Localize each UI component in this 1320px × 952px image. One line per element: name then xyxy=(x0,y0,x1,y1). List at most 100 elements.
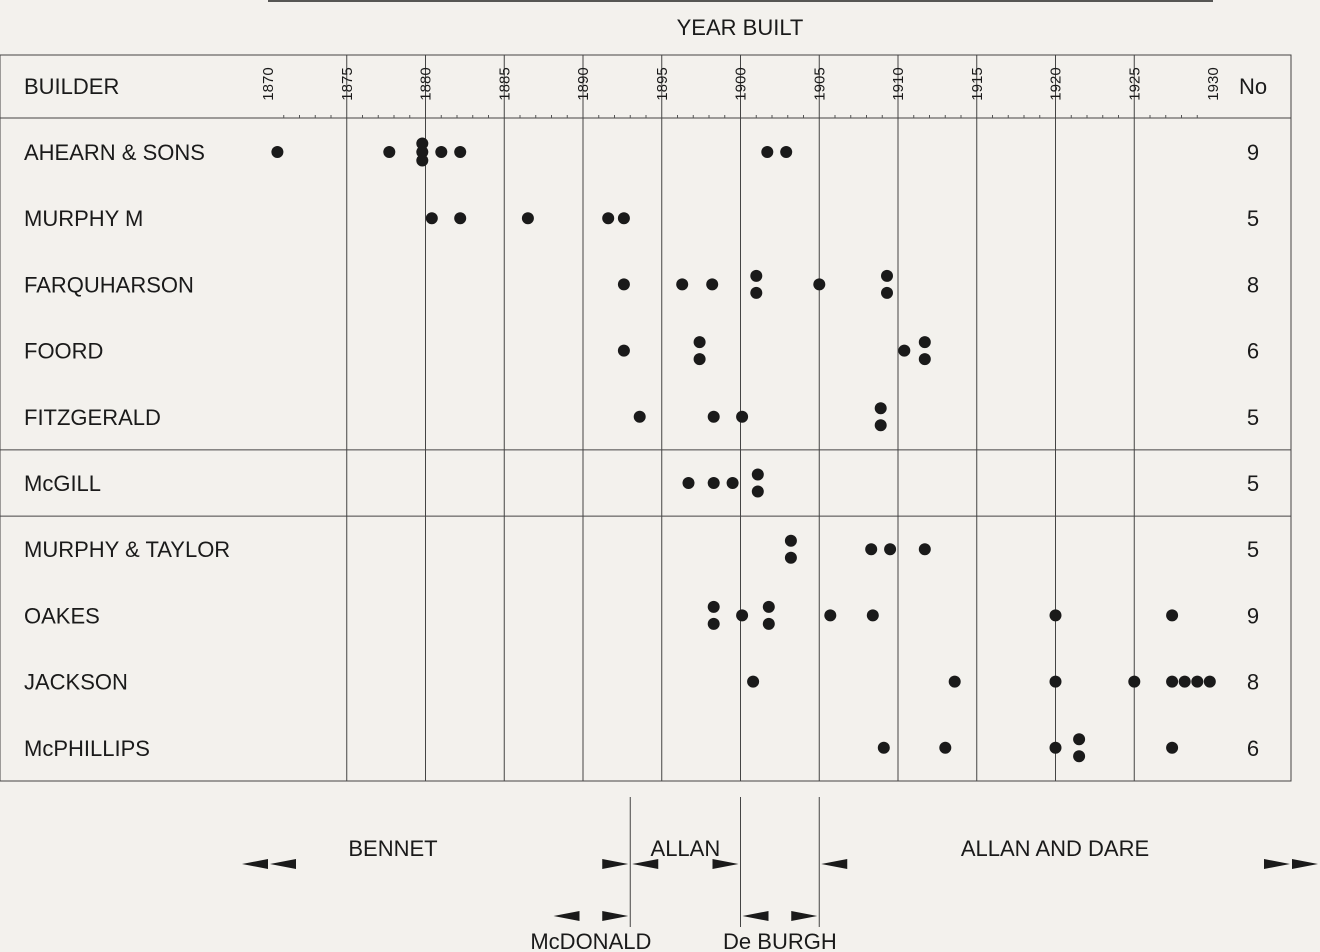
arrow-left-icon xyxy=(821,859,848,869)
data-point xyxy=(707,600,720,613)
period-label: De BURGH xyxy=(723,929,837,952)
x-tick-label-1870: 1870 xyxy=(260,67,277,100)
x-tick-label-1880: 1880 xyxy=(418,67,435,100)
data-point xyxy=(682,477,695,489)
data-points xyxy=(271,137,1216,763)
data-point xyxy=(874,419,887,432)
data-point xyxy=(693,353,706,366)
data-point xyxy=(416,137,429,150)
table-frame xyxy=(0,54,1292,782)
chart-title: YEAR BUILT xyxy=(677,15,804,40)
x-tick-label-1875: 1875 xyxy=(339,67,356,100)
data-point xyxy=(751,485,764,498)
arrow-left-icon xyxy=(270,859,296,869)
x-axis-ticks: 1870 1875 1880 1885 1890 1895 1900 1905 1910 1915… xyxy=(260,67,1222,118)
data-point xyxy=(824,609,837,622)
builder-column-header: BUILDER xyxy=(24,74,119,99)
data-point xyxy=(762,617,775,630)
period-label: BENNET xyxy=(348,836,437,861)
builder-label: McPHILLIPS xyxy=(24,736,150,761)
data-point xyxy=(784,534,797,547)
count-value: 5 xyxy=(1247,471,1259,496)
x-tick-label-1900: 1900 xyxy=(733,67,750,100)
data-point xyxy=(1178,675,1191,688)
data-point xyxy=(813,278,826,291)
period-timeline: BENNET ALLAN ALLAN AND DARE McDONALD De BURG… xyxy=(242,797,1318,952)
count-value: 6 xyxy=(1247,339,1259,364)
data-point xyxy=(866,609,879,622)
arrow-right-icon xyxy=(1264,859,1290,869)
data-point xyxy=(736,609,749,622)
data-point xyxy=(425,212,438,225)
data-point xyxy=(918,353,931,366)
x-tick-label-1905: 1905 xyxy=(811,67,828,100)
data-point xyxy=(416,154,429,167)
data-point xyxy=(1166,675,1179,688)
data-point xyxy=(750,286,763,299)
data-point xyxy=(939,741,952,754)
data-point xyxy=(784,551,797,564)
data-point xyxy=(706,278,719,291)
data-point xyxy=(1166,609,1179,622)
period-label: ALLAN AND DARE xyxy=(961,836,1149,861)
data-point xyxy=(633,410,646,423)
data-point xyxy=(676,278,689,291)
count-value: 8 xyxy=(1247,272,1259,297)
period-label: ALLAN xyxy=(651,836,721,861)
data-point xyxy=(1203,675,1216,688)
data-point xyxy=(707,617,720,630)
x-tick-label-1925: 1925 xyxy=(1126,67,1143,100)
data-point xyxy=(416,146,429,158)
data-point xyxy=(521,212,534,225)
data-point xyxy=(884,543,897,556)
data-point xyxy=(762,600,775,613)
data-point xyxy=(780,146,793,158)
x-tick-label-1890: 1890 xyxy=(575,67,592,100)
count-value: 5 xyxy=(1247,405,1259,430)
data-point xyxy=(617,212,630,225)
data-point xyxy=(707,410,720,423)
data-point xyxy=(271,146,284,158)
count-value: 9 xyxy=(1247,140,1259,165)
builder-label: JACKSON xyxy=(24,670,128,695)
data-point xyxy=(1191,675,1204,688)
data-point xyxy=(918,336,931,349)
count-value: 9 xyxy=(1247,603,1259,628)
data-point xyxy=(761,146,774,158)
count-value: 5 xyxy=(1247,206,1259,231)
grid xyxy=(0,55,1291,781)
builder-label: FOORD xyxy=(24,339,103,364)
data-point xyxy=(617,344,630,357)
count-value: 5 xyxy=(1247,537,1259,562)
arrow-right-icon xyxy=(1292,859,1318,869)
arrow-left-icon xyxy=(553,911,580,921)
data-point xyxy=(1073,750,1086,763)
arrow-left-icon xyxy=(742,911,769,921)
builder-label: MURPHY & TAYLOR xyxy=(24,537,230,562)
arrow-left-icon xyxy=(242,859,268,869)
data-point xyxy=(874,402,887,415)
data-point xyxy=(617,278,630,291)
data-point xyxy=(1049,741,1062,754)
data-point xyxy=(454,212,467,225)
data-point xyxy=(454,146,467,158)
count-column-header: No xyxy=(1239,74,1267,99)
builder-label: OAKES xyxy=(24,603,100,628)
builder-label: MURPHY M xyxy=(24,206,143,231)
arrow-right-icon xyxy=(602,859,629,869)
data-point xyxy=(435,146,448,158)
builder-label: McGILL xyxy=(24,471,101,496)
data-point xyxy=(865,543,878,556)
x-tick-label-1920: 1920 xyxy=(1048,67,1065,100)
data-point xyxy=(881,269,893,282)
period-label: McDONALD xyxy=(530,929,651,952)
arrow-right-icon xyxy=(791,911,818,921)
builder-label: AHEARN & SONS xyxy=(24,140,205,165)
data-point xyxy=(1049,675,1062,688)
builder-label: FITZGERALD xyxy=(24,405,161,430)
arrow-right-icon xyxy=(712,859,739,869)
x-tick-label-1930: 1930 xyxy=(1205,67,1222,100)
x-tick-label-1895: 1895 xyxy=(654,67,671,100)
data-point xyxy=(707,477,720,489)
